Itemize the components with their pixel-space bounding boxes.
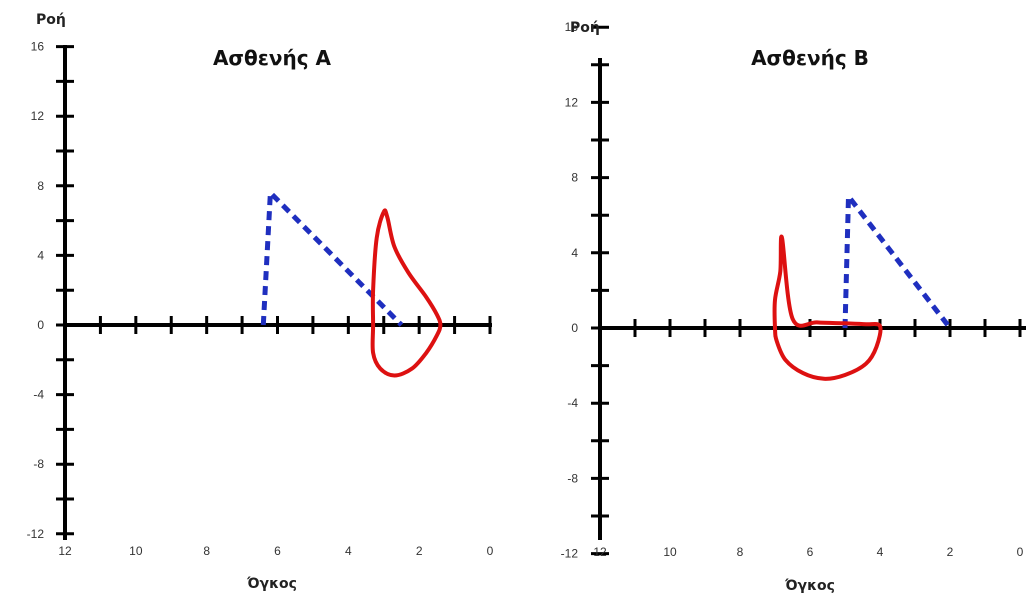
y-tick-label: -12 xyxy=(561,547,579,561)
series-line-patient xyxy=(370,208,443,378)
x-tick-label: 4 xyxy=(877,545,884,559)
x-tick-label: 8 xyxy=(203,544,210,558)
series-line-normal xyxy=(260,190,404,327)
y-axis-label: Ροή xyxy=(570,20,600,36)
y-tick-label: 12 xyxy=(565,95,579,109)
chart-title: Ασθενής Α xyxy=(213,46,332,70)
x-tick-label: 2 xyxy=(947,545,954,559)
chart-panel-a: 16 12 8 4 0 -4 -8 -12 12 10 8 6 4 2 0 Ασθενής Α Ροή Όγκος xyxy=(27,12,494,592)
y-tick-label: 4 xyxy=(37,248,44,262)
x-tick-label: 4 xyxy=(345,544,352,558)
x-axis-label: Όγκος xyxy=(784,578,835,594)
x-tick-label: 6 xyxy=(274,544,281,558)
y-tick-label: -4 xyxy=(33,388,44,402)
y-tick-label: -12 xyxy=(27,527,45,541)
x-tick-label: 10 xyxy=(129,544,143,558)
y-tick-label: -8 xyxy=(33,457,44,471)
y-tick-label: 8 xyxy=(37,179,44,193)
x-tick-label: 12 xyxy=(593,545,607,559)
y-tick-label: 0 xyxy=(37,318,44,332)
x-axis-label: Όγκος xyxy=(246,576,297,592)
y-tick-label: 12 xyxy=(31,109,45,123)
y-tick-label: 16 xyxy=(565,20,579,34)
chart-title: Ασθενής Β xyxy=(751,46,869,70)
y-tick-label: 0 xyxy=(571,321,578,335)
x-tick-label: 6 xyxy=(807,545,814,559)
x-tick-label: 2 xyxy=(416,544,423,558)
x-tick-label: 0 xyxy=(1017,545,1024,559)
x-tick-label: 12 xyxy=(58,544,72,558)
y-tick-label: -4 xyxy=(567,396,578,410)
chart-panel-b: 16 12 8 4 0 -4 -8 -12 12 10 8 6 4 2 0 Ασθενής Β Ροή Όγκος xyxy=(561,20,1026,594)
y-tick-label: 4 xyxy=(571,246,578,260)
x-tick-label: 0 xyxy=(487,544,494,558)
x-tick-label: 8 xyxy=(737,545,744,559)
y-tick-label: 16 xyxy=(31,40,45,54)
x-tick-label: 10 xyxy=(663,545,677,559)
series-line-patient xyxy=(772,234,883,381)
y-tick-label: -8 xyxy=(567,471,578,485)
y-tick-label: 8 xyxy=(571,171,578,185)
y-axis-label: Ροή xyxy=(36,12,66,28)
series-line-normal xyxy=(842,193,952,330)
